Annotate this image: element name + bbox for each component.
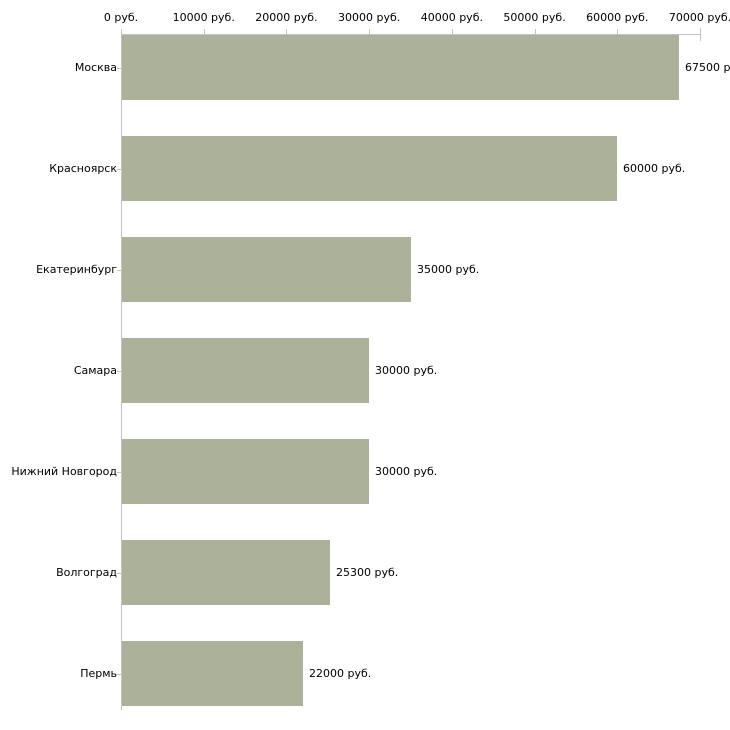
x-axis-line [121, 34, 701, 35]
value-label: 22000 руб. [309, 666, 372, 680]
bar [122, 237, 411, 302]
value-label: 35000 руб. [417, 262, 480, 276]
value-label: 67500 р [685, 60, 730, 74]
x-axis-tick-mark [700, 28, 701, 41]
x-axis-tick-label: 60000 руб. [586, 11, 649, 24]
y-axis-tick-mark [117, 270, 121, 271]
category-label: Красноярск [49, 161, 117, 175]
bar [122, 338, 369, 403]
y-axis-tick-mark [117, 472, 121, 473]
category-label: Нижний Новгород [11, 464, 117, 478]
x-axis-tick-mark [369, 29, 371, 34]
y-axis-tick-mark [117, 169, 121, 170]
x-axis-tick-label: 30000 руб. [338, 11, 401, 24]
y-axis-tick-mark [117, 674, 121, 675]
bar [122, 641, 303, 706]
y-axis-tick-mark [117, 573, 121, 574]
value-label: 25300 руб. [336, 565, 399, 579]
x-axis-tick-label: 0 руб. [103, 11, 139, 24]
bar [122, 136, 617, 201]
value-label: 60000 руб. [623, 161, 686, 175]
x-axis-tick-mark [286, 29, 288, 34]
x-axis-tick-mark [534, 29, 536, 34]
x-axis-tick-label: 20000 руб. [255, 11, 318, 24]
x-axis-tick-mark [451, 29, 453, 34]
value-label: 30000 руб. [375, 464, 438, 478]
category-label: Волгоград [56, 565, 117, 579]
y-axis-tick-mark [117, 371, 121, 372]
x-axis-tick-mark [203, 29, 205, 34]
x-axis-tick-label: 70000 руб. [668, 11, 730, 24]
y-axis-tick-mark [117, 68, 121, 69]
x-axis-tick-mark [617, 29, 619, 34]
value-label: 30000 руб. [375, 363, 438, 377]
x-axis-tick-label: 10000 руб. [172, 11, 235, 24]
category-label: Пермь [80, 666, 117, 680]
bar [122, 35, 679, 100]
y-axis-line [121, 34, 122, 710]
category-label: Екатеринбург [36, 262, 117, 276]
category-label: Самара [73, 363, 117, 377]
bar [122, 439, 369, 504]
x-axis-tick-mark [121, 29, 122, 34]
category-label: Москва [74, 60, 117, 74]
x-axis-tick-label: 40000 руб. [420, 11, 483, 24]
x-axis-tick-label: 50000 руб. [503, 11, 566, 24]
bar [122, 540, 330, 605]
